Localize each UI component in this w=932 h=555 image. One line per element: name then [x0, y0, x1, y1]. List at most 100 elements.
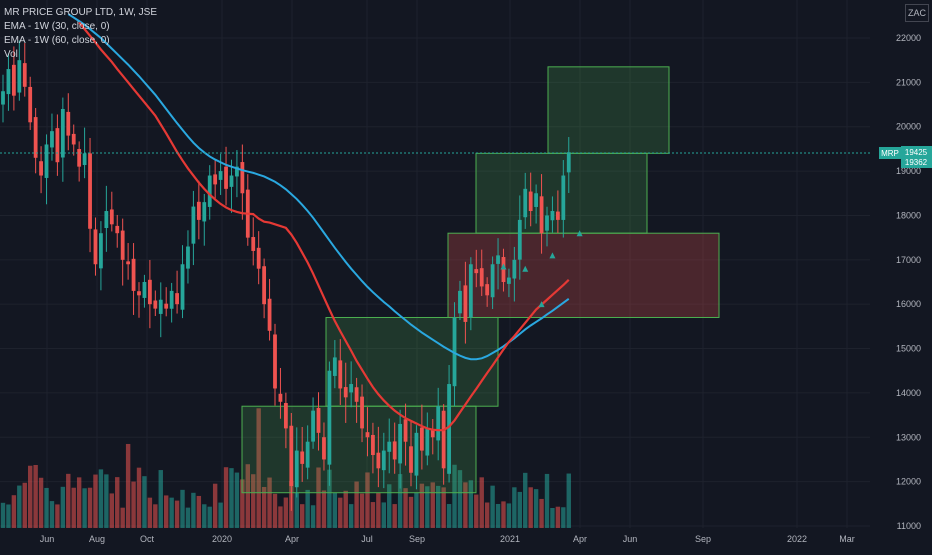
candle-body [354, 387, 359, 402]
time-axis-label: 2021 [500, 534, 520, 544]
volume-bar [484, 502, 490, 528]
candle-body [82, 153, 87, 166]
legend-ema30[interactable]: EMA - 1W (30, close, 0) [4, 21, 110, 32]
volume-bar [261, 486, 267, 528]
volume-bar [316, 467, 321, 528]
candle-body [485, 284, 490, 296]
volume-bar [370, 502, 376, 528]
candle-body [300, 451, 305, 464]
volume-bar [495, 503, 501, 528]
candle-body [474, 269, 479, 274]
zone-box-green [241, 405, 477, 494]
time-axis: Jun Aug Oct 2020 Apr Jul Sep 2021 Apr Jun Sep 2022 M… [0, 528, 870, 550]
volume-bar [300, 504, 305, 528]
volume-bar [457, 470, 463, 528]
volume-bar [528, 487, 533, 528]
time-axis-label: Apr [573, 534, 587, 544]
volume-bar [354, 481, 359, 528]
candle-body [441, 410, 446, 469]
volume-bar [169, 497, 174, 528]
time-axis-label: 2022 [787, 534, 807, 544]
volume-bar [44, 487, 49, 528]
candle-body [311, 410, 315, 442]
candle-body [566, 152, 571, 173]
currency-button[interactable]: ZAC [905, 4, 929, 22]
candle-body [1, 91, 5, 105]
volume-bar [125, 443, 131, 528]
candle-body [6, 69, 11, 95]
time-axis-label: Oct [140, 534, 155, 544]
candle-body [561, 175, 566, 220]
volume-bar [430, 482, 435, 528]
candle-body [523, 188, 528, 218]
volume-bar [245, 464, 250, 528]
volume-bar [60, 486, 66, 528]
volume-bar [229, 468, 234, 528]
candle-body [398, 423, 403, 464]
volume-bar [212, 483, 218, 528]
time-axis-label: Mar [839, 534, 855, 544]
legend-symbol[interactable]: MR PRICE GROUP LTD, 1W, JSE [4, 7, 157, 18]
volume-bar [452, 464, 457, 528]
candle-body [539, 196, 544, 234]
ema-lines [67, 13, 570, 432]
volume-bar [256, 408, 261, 528]
volume-bar [343, 490, 348, 528]
volume-bar [414, 492, 419, 528]
candle-body [229, 175, 234, 187]
candle-body [202, 202, 207, 222]
candle-body [142, 282, 147, 298]
volume-bar [98, 469, 104, 528]
candle-body [104, 211, 109, 229]
candle-body [316, 407, 321, 433]
volume-bar [55, 504, 60, 528]
candle-body [158, 299, 163, 314]
volume-bar [66, 473, 71, 528]
candle-body [77, 149, 82, 167]
candle-body [468, 264, 473, 318]
candle-body [496, 255, 500, 264]
price-axis-label: 16000 [896, 299, 921, 309]
time-axis-label: Jun [623, 534, 638, 544]
volume-bar [93, 474, 98, 528]
volume-bar [142, 476, 147, 528]
candle-body [180, 264, 185, 310]
volume-bar [397, 474, 403, 528]
candle-body [507, 277, 511, 284]
legend-ema60[interactable]: EMA - 1W (60, close, 0) [4, 35, 110, 46]
candle-body [419, 427, 424, 451]
candle-body [283, 403, 288, 429]
volume-bar [251, 474, 256, 528]
candle-body [175, 293, 179, 305]
volume-bar [359, 493, 365, 528]
signal-marker [522, 265, 529, 272]
volume-bar [283, 497, 289, 528]
candle-body [555, 211, 560, 220]
price-axis-label: 20000 [896, 122, 921, 132]
legend-volume[interactable]: Vol [4, 49, 18, 60]
symbol-tag [879, 147, 901, 159]
candle-body [409, 446, 413, 473]
candle-body [22, 63, 27, 87]
candle-body [501, 257, 506, 282]
volume-bar [381, 502, 386, 528]
candle-body [414, 432, 419, 476]
price-axis-label: 13000 [896, 432, 921, 442]
volume-bar [490, 485, 495, 528]
candle-body [39, 161, 43, 176]
candle-body [512, 259, 517, 279]
price-axis-label: 11000 [897, 521, 921, 531]
candle-body [191, 206, 196, 244]
candle-body [534, 193, 539, 207]
last-price-label: 19425 [905, 148, 928, 157]
symbol-tag-label: MRP [881, 149, 899, 158]
candle-body [294, 450, 299, 488]
volume-bar [544, 473, 550, 528]
candle-body [256, 247, 261, 269]
volume-bar [446, 504, 452, 528]
candle-body [436, 406, 441, 441]
volume-bar [164, 495, 169, 528]
last-price-tag [901, 146, 932, 168]
